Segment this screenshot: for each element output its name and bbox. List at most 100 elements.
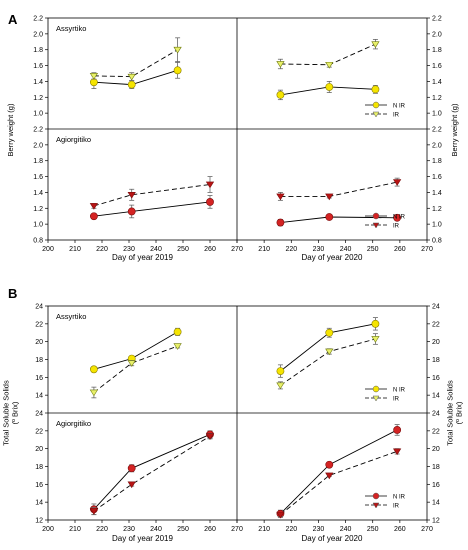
data-point-ir [127, 481, 136, 489]
x-axis-label: Day of year 2019 [112, 534, 173, 543]
x-tick-label: 260 [394, 526, 406, 533]
panel-label: B [8, 286, 17, 301]
subplot-B-assyrtiko-2020: 14 16 18 20 22 24 N IR IR [276, 304, 440, 403]
series-line-nir [93, 433, 211, 510]
data-point-ir [325, 193, 334, 201]
cultivar-label: Assyrtiko [56, 24, 86, 33]
y-axis-label-line: Berry weight (g) [450, 103, 459, 156]
data-point-nir [371, 319, 380, 328]
data-point-ir [127, 191, 136, 199]
data-point-nir [173, 327, 182, 336]
y-axis-label-line: Total Soluble Solids [446, 380, 455, 446]
y-tick-label: 20 [432, 339, 440, 346]
y-tick-label: 2.0 [432, 31, 442, 38]
y-tick-label: 12 [35, 518, 43, 525]
legend-marker-ir [372, 395, 380, 402]
y-tick-label: 18 [35, 464, 43, 471]
series-line-ir [280, 43, 376, 66]
data-point-nir [325, 213, 334, 221]
data-point-nir [276, 218, 285, 227]
y-tick-label: 18 [432, 357, 440, 364]
data-point-nir [325, 328, 334, 337]
data-point-ir [325, 348, 334, 356]
data-point-ir [276, 193, 285, 201]
data-point-ir [89, 508, 99, 515]
legend-label: N IR [393, 215, 406, 221]
x-tick-label: 260 [204, 246, 216, 253]
series-line-ir [280, 181, 398, 197]
y-tick-label: 14 [432, 393, 440, 400]
y-axis-label-right: Total Soluble Solids(º Brix) [446, 380, 464, 446]
y-tick-label: 24 [432, 304, 440, 311]
y-tick-label: 1.6 [432, 63, 442, 70]
y-tick-label: 16 [432, 482, 440, 489]
cultivar-label: Agiorgitiko [56, 419, 91, 428]
data-point-ir [89, 203, 99, 210]
y-tick-label: 1.8 [33, 158, 43, 165]
y-tick-label: 2.0 [33, 31, 43, 38]
x-tick-label: 220 [285, 526, 297, 533]
data-point-ir [173, 343, 182, 350]
y-tick-label: 1.2 [33, 206, 43, 213]
subplot-A-assyrtiko-2020: 1.0 1.2 1.4 1.6 1.8 2.0 2.2 N IR IR [276, 16, 442, 119]
data-point-nir [90, 212, 98, 221]
x-tick-label: 200 [42, 246, 54, 253]
data-point-ir [127, 73, 136, 81]
series-line-ir [280, 450, 398, 516]
y-tick-label: 22 [35, 428, 43, 435]
cultivar-label: Agiorgitiko [56, 135, 91, 144]
x-tick-label: 200 [42, 526, 54, 533]
subplot-A-assyrtiko-2019: 1.0 1.2 1.4 1.6 1.8 2.0 2.2 Assyrtiko [33, 16, 182, 118]
y-tick-label: 2.2 [33, 127, 43, 134]
y-axis-label-line: Total Soluble Solids [2, 380, 11, 446]
y-tick-label: 24 [35, 304, 43, 311]
y-tick-label: 1.6 [432, 174, 442, 181]
y-tick-label: 1.8 [432, 158, 442, 165]
y-tick-label: 2.0 [33, 142, 43, 149]
x-tick-label: 240 [340, 246, 352, 253]
x-tick-label: 260 [204, 526, 216, 533]
y-tick-label: 1.4 [432, 79, 442, 86]
legend-marker-nir [372, 212, 380, 220]
y-tick-label: 16 [432, 375, 440, 382]
x-axis-label: Day of year 2020 [302, 253, 363, 262]
legend-label: N IR [393, 388, 406, 394]
y-axis-label-line: Berry weight (g) [6, 103, 15, 156]
data-point-ir [276, 382, 285, 390]
legend-marker-ir [372, 111, 380, 118]
subplot-B-agiorgitiko-2020: 12 14 16 18 20 22 24 N IR IR [276, 411, 440, 525]
series-line-ir [93, 435, 211, 512]
data-point-nir [127, 80, 136, 89]
y-tick-label: 1.6 [33, 63, 43, 70]
y-tick-label: 22 [432, 428, 440, 435]
series-line-ir [93, 49, 178, 78]
x-tick-label: 240 [150, 246, 162, 253]
data-point-nir [371, 85, 380, 94]
x-tick-label: 220 [285, 246, 297, 253]
data-point-nir [127, 207, 136, 216]
y-tick-label: 24 [432, 411, 440, 418]
x-tick-label: 270 [231, 246, 243, 253]
data-point-ir [205, 181, 215, 189]
legend-label: N IR [393, 104, 406, 110]
data-point-ir [205, 433, 215, 440]
y-axis-label-left: Total Soluble Solids(º Brix) [2, 380, 20, 446]
legend-label: N IR [393, 495, 406, 501]
data-point-ir [89, 389, 99, 397]
legend-marker-nir [372, 385, 380, 393]
legend-label: IR [393, 397, 400, 403]
x-axis-label: Day of year 2019 [112, 253, 173, 262]
data-point-nir [276, 91, 285, 99]
data-point-nir [325, 83, 334, 91]
legend: N IR IR [365, 212, 406, 230]
legend-label: IR [393, 224, 400, 230]
y-tick-label: 20 [35, 446, 43, 453]
series-line-nir [280, 216, 398, 224]
x-tick-label: 230 [313, 246, 325, 253]
y-tick-label: 1.2 [432, 206, 442, 213]
y-tick-label: 14 [35, 500, 43, 507]
y-tick-label: 1.6 [33, 174, 43, 181]
y-tick-label: 22 [432, 321, 440, 328]
